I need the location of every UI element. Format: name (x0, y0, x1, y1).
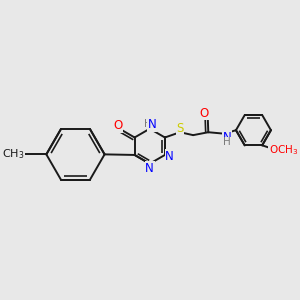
Text: N: N (146, 162, 154, 175)
Text: OCH$_3$: OCH$_3$ (269, 143, 298, 157)
Text: O: O (200, 107, 209, 120)
Text: H: H (224, 137, 231, 147)
Text: N: N (223, 131, 232, 144)
Text: N: N (148, 118, 157, 131)
Text: H: H (143, 119, 151, 129)
Text: S: S (176, 122, 184, 135)
Text: O: O (113, 119, 122, 133)
Text: CH$_3$: CH$_3$ (2, 148, 25, 161)
Text: N: N (165, 150, 174, 163)
